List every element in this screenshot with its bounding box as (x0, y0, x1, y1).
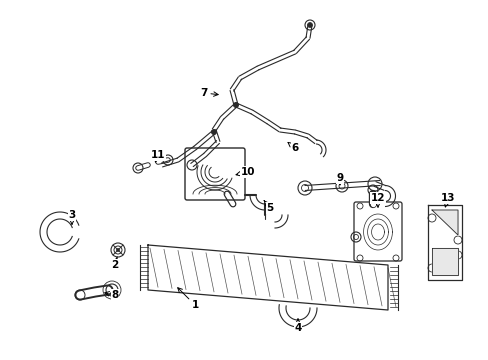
Circle shape (211, 130, 216, 135)
Text: 10: 10 (236, 167, 255, 177)
Circle shape (307, 22, 312, 27)
Text: 11: 11 (150, 150, 165, 162)
Text: 4: 4 (294, 319, 301, 333)
Text: 5: 5 (264, 201, 273, 213)
Text: 9: 9 (336, 173, 343, 185)
Polygon shape (431, 248, 457, 275)
Text: 12: 12 (370, 193, 385, 207)
Text: 6: 6 (287, 143, 298, 153)
Text: 1: 1 (177, 288, 198, 310)
Polygon shape (427, 205, 461, 280)
Text: 3: 3 (68, 210, 76, 224)
Circle shape (116, 248, 119, 252)
Circle shape (233, 103, 238, 108)
Text: 8: 8 (104, 290, 119, 300)
Text: 13: 13 (440, 193, 454, 207)
Polygon shape (431, 210, 457, 235)
Text: 7: 7 (200, 88, 218, 98)
Polygon shape (148, 245, 387, 310)
Text: 2: 2 (111, 257, 119, 270)
